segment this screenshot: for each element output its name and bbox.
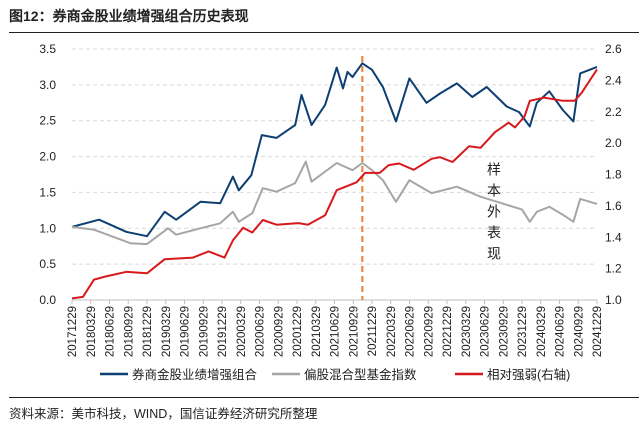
x-tick-label: 20230329 — [461, 306, 473, 357]
y-left-tick-label: 1.0 — [39, 221, 56, 235]
x-tick-label: 20210629 — [330, 306, 342, 357]
source-note: 资料来源：美市科技，WIND，国信证券经济研究所整理 — [9, 407, 318, 421]
x-tick-label: 20220329 — [386, 306, 398, 357]
x-tick-label: 20180329 — [86, 306, 98, 357]
x-tick-label: 20180629 — [105, 306, 117, 357]
y-right-tick-label: 2.0 — [605, 136, 622, 150]
series-line-index — [71, 160, 598, 246]
x-tick-label: 20240329 — [536, 306, 548, 357]
y-right-tick-label: 1.2 — [605, 262, 622, 276]
x-tick-label: 20200329 — [236, 306, 248, 357]
legend-label-portfolio: 券商金股业绩增强组合 — [132, 367, 258, 382]
x-tick-label: 20211229 — [367, 306, 379, 356]
series-line-relative — [71, 68, 598, 300]
x-tick-label: 20190929 — [198, 306, 210, 357]
x-tick-label: 20240629 — [555, 306, 567, 357]
x-tick-label: 20210929 — [348, 306, 360, 357]
x-tick-label: 20201229 — [292, 306, 304, 357]
title-rule — [9, 32, 639, 33]
x-tick-label: 20220929 — [423, 306, 435, 357]
x-tick-label: 20200929 — [273, 306, 285, 357]
x-tick-label: 20181229 — [142, 306, 154, 357]
x-tick-label: 20220629 — [405, 306, 417, 357]
source-rule — [9, 397, 639, 398]
x-tick-label: 20190629 — [180, 306, 192, 357]
x-tick-label: 20241229 — [592, 306, 604, 357]
x-tick-label: 20240929 — [573, 306, 585, 357]
y-right-tick-label: 1.0 — [605, 293, 622, 307]
x-tick-label: 20191229 — [217, 306, 229, 357]
y-left-tick-label: 3.0 — [39, 78, 56, 92]
x-tick-label: 20230629 — [480, 306, 492, 357]
legend-label-index: 偏股混合型基金指数 — [304, 367, 417, 382]
series-line-portfolio — [71, 62, 598, 238]
x-tick-label: 20230929 — [498, 306, 510, 357]
out-of-sample-annotation: 样本外表现 — [485, 162, 501, 267]
x-tick-label: 20231229 — [517, 306, 529, 357]
y-left-tick-label: 2.5 — [39, 114, 56, 128]
x-tick-label: 20210329 — [311, 306, 323, 357]
y-right-tick-label: 2.4 — [605, 73, 622, 87]
y-right-tick-label: 1.6 — [605, 199, 622, 213]
x-tick-label: 20221229 — [442, 306, 454, 357]
y-right-tick-label: 1.8 — [605, 168, 622, 182]
y-right-tick-label: 2.2 — [605, 105, 622, 119]
x-tick-label: 20200629 — [255, 306, 267, 357]
y-left-tick-label: 0.0 — [39, 293, 56, 307]
legend-label-relative: 相对强弱(右轴) — [487, 367, 570, 382]
y-left-tick-label: 2.0 — [39, 150, 56, 164]
x-tick-label: 20180929 — [123, 306, 135, 357]
y-right-tick-label: 1.4 — [605, 230, 622, 244]
x-tick-label: 20171229 — [67, 306, 79, 357]
y-left-tick-label: 3.5 — [39, 42, 56, 56]
figure-title: 图12：券商金股业绩增强组合历史表现 — [9, 8, 249, 24]
y-right-tick-label: 2.6 — [605, 42, 622, 56]
x-tick-label: 20190329 — [161, 306, 173, 357]
y-left-tick-label: 0.5 — [39, 257, 56, 271]
y-left-tick-label: 1.5 — [39, 185, 56, 199]
